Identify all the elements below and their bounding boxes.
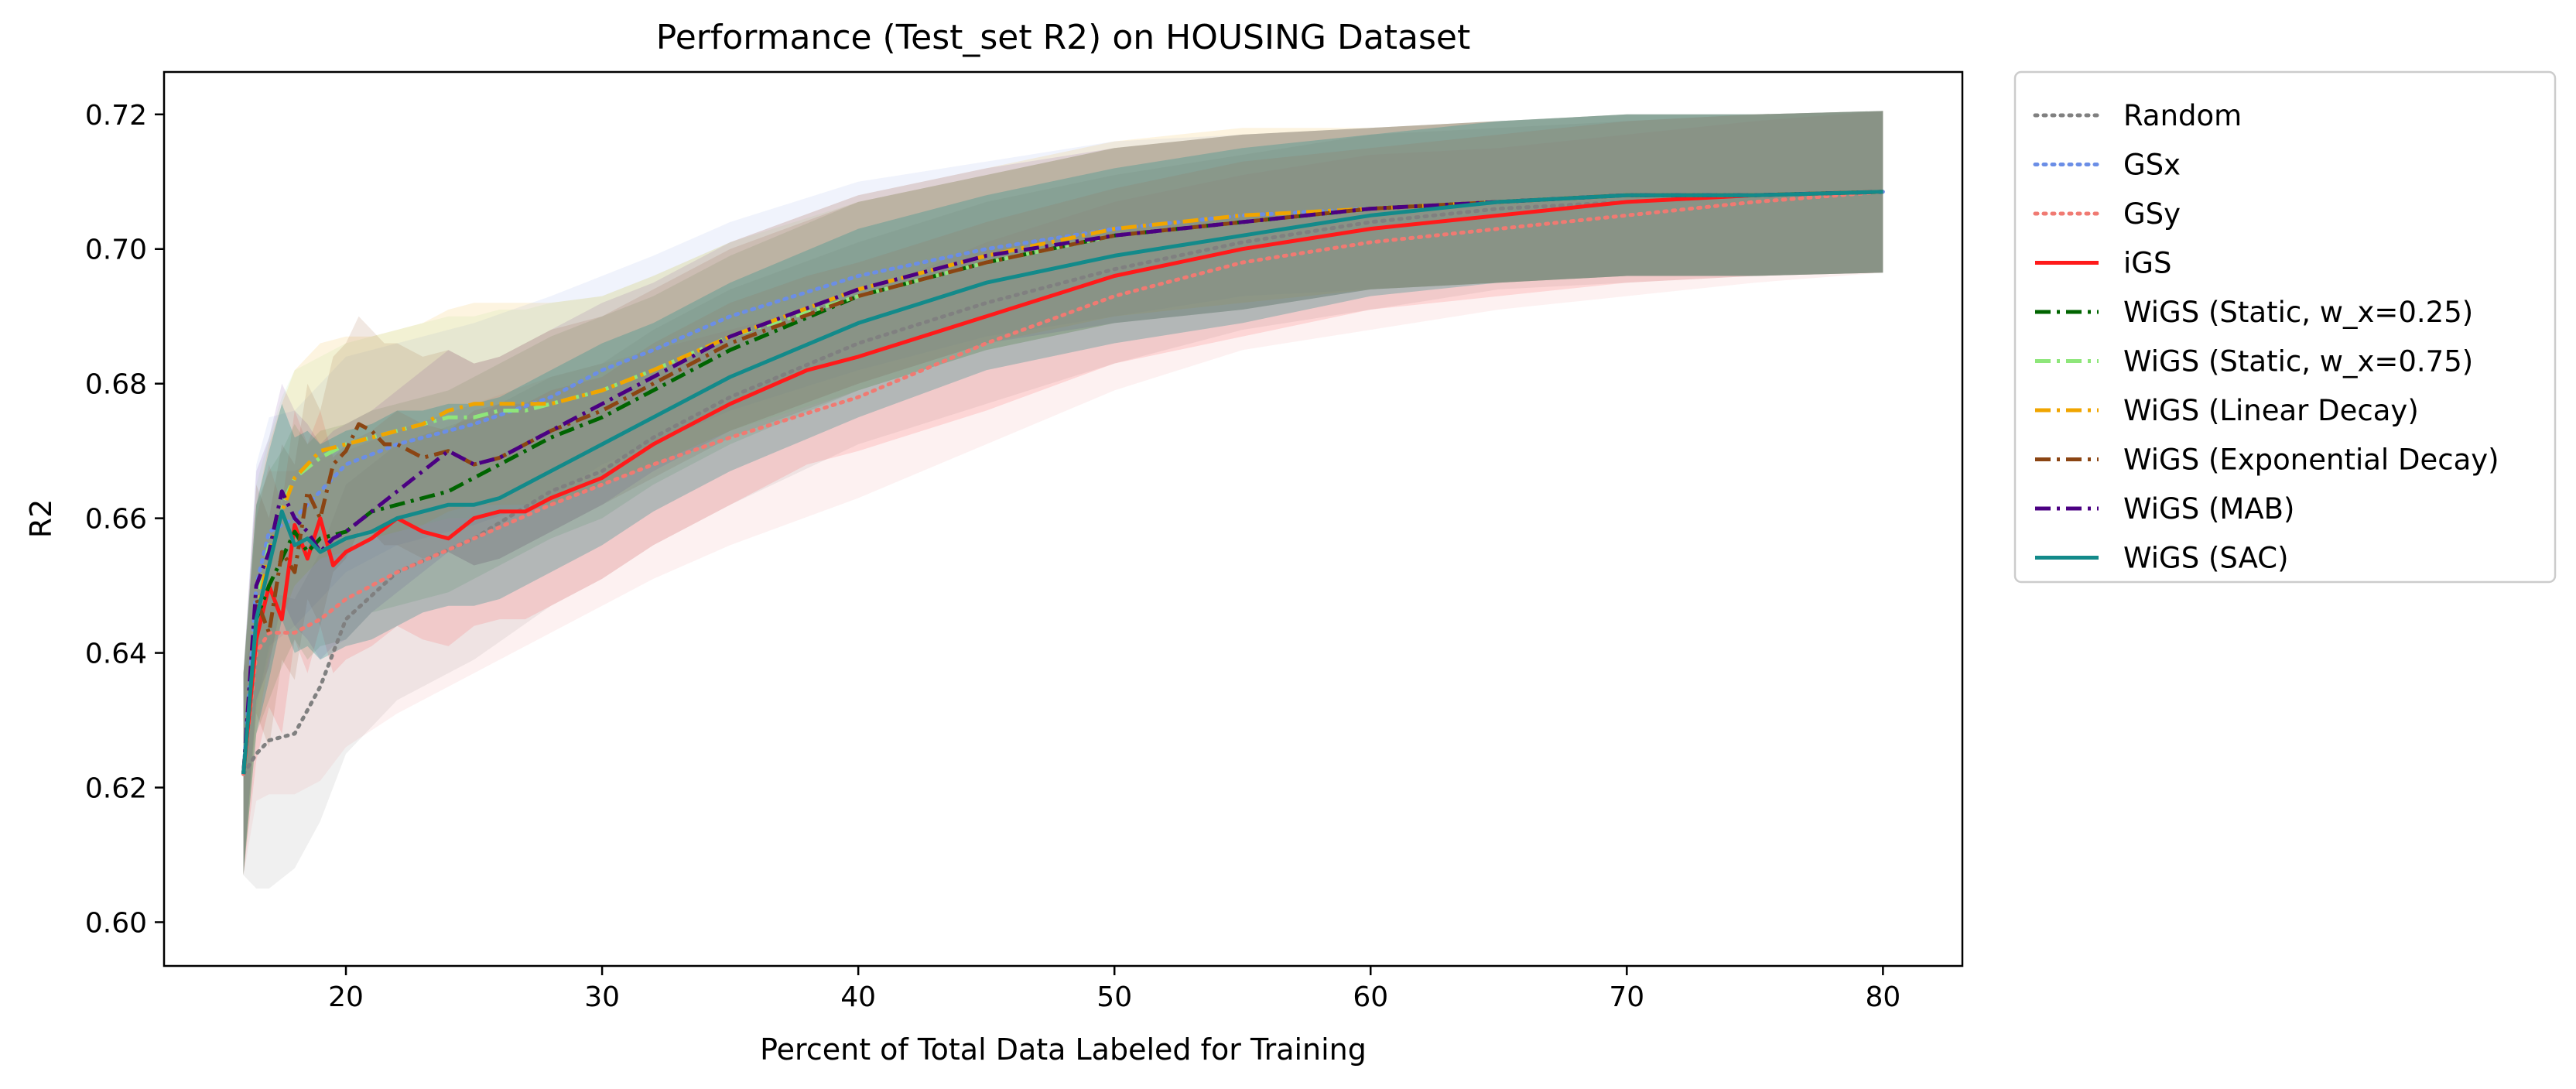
legend-items: Random GSx GSy iGS WiGS (Static, w_x=0.25) Wi… — [2033, 99, 2499, 575]
series-lines — [241, 190, 1885, 776]
x-axis: 20 30 40 50 60 70 80 — [328, 966, 1900, 1013]
series-line-0 — [241, 190, 1885, 776]
y-tick-label-4: 0.68 — [85, 369, 147, 401]
y-tick-label-5: 0.70 — [85, 235, 147, 266]
y-axis: 0.60 0.62 0.64 0.66 0.68 0.70 0.72 — [85, 100, 164, 939]
legend-label-6: WiGS (Linear Decay) — [2123, 394, 2419, 427]
band-7 — [243, 111, 1883, 875]
series-line-9 — [241, 190, 1883, 775]
band-3 — [243, 111, 1883, 875]
chart-title: Performance (Test_set R2) on HOUSING Dat… — [656, 18, 1471, 57]
legend: Random GSx GSy iGS WiGS (Static, w_x=0.25) Wi… — [2013, 70, 2557, 584]
legend-label-5: WiGS (Static, w_x=0.75) — [2123, 345, 2473, 378]
legend-label-7: WiGS (Exponential Decay) — [2123, 443, 2499, 477]
band-4 — [243, 111, 1883, 875]
x-tick-label-5: 70 — [1609, 981, 1644, 1013]
legend-label-8: WiGS (MAB) — [2123, 492, 2294, 526]
y-tick-label-6: 0.72 — [85, 100, 147, 132]
y-tick-label-3: 0.66 — [85, 504, 147, 536]
legend-label-0: Random — [2123, 99, 2242, 132]
x-axis-label: Percent of Total Data Labeled for Traini… — [760, 1032, 1367, 1067]
legend-label-1: GSx — [2123, 149, 2181, 182]
band-1 — [243, 111, 1883, 875]
band-9 — [243, 111, 1883, 875]
legend-label-3: iGS — [2123, 247, 2171, 280]
band-8 — [243, 111, 1883, 875]
x-tick-label-0: 20 — [328, 981, 364, 1013]
band-5 — [243, 111, 1883, 875]
x-tick-label-1: 30 — [584, 981, 620, 1013]
x-tick-label-6: 80 — [1865, 981, 1900, 1013]
x-tick-label-4: 60 — [1353, 981, 1388, 1013]
series-line-6 — [241, 190, 1883, 775]
y-tick-label-1: 0.62 — [85, 773, 147, 805]
band-2 — [243, 111, 1883, 875]
legend-label-9: WiGS (SAC) — [2123, 542, 2289, 575]
band-6 — [243, 111, 1883, 875]
series-line-7 — [241, 190, 1883, 775]
legend-label-2: GSy — [2123, 197, 2181, 231]
x-tick-label-3: 50 — [1096, 981, 1132, 1013]
legend-label-4: WiGS (Static, w_x=0.25) — [2123, 296, 2473, 329]
y-axis-label: R2 — [24, 499, 58, 539]
y-tick-label-0: 0.60 — [85, 907, 147, 939]
series-line-3 — [241, 190, 1883, 775]
y-tick-label-2: 0.64 — [85, 639, 147, 670]
x-tick-label-2: 40 — [840, 981, 876, 1013]
legend-frame — [2013, 70, 2557, 584]
series-line-2 — [241, 190, 1885, 776]
